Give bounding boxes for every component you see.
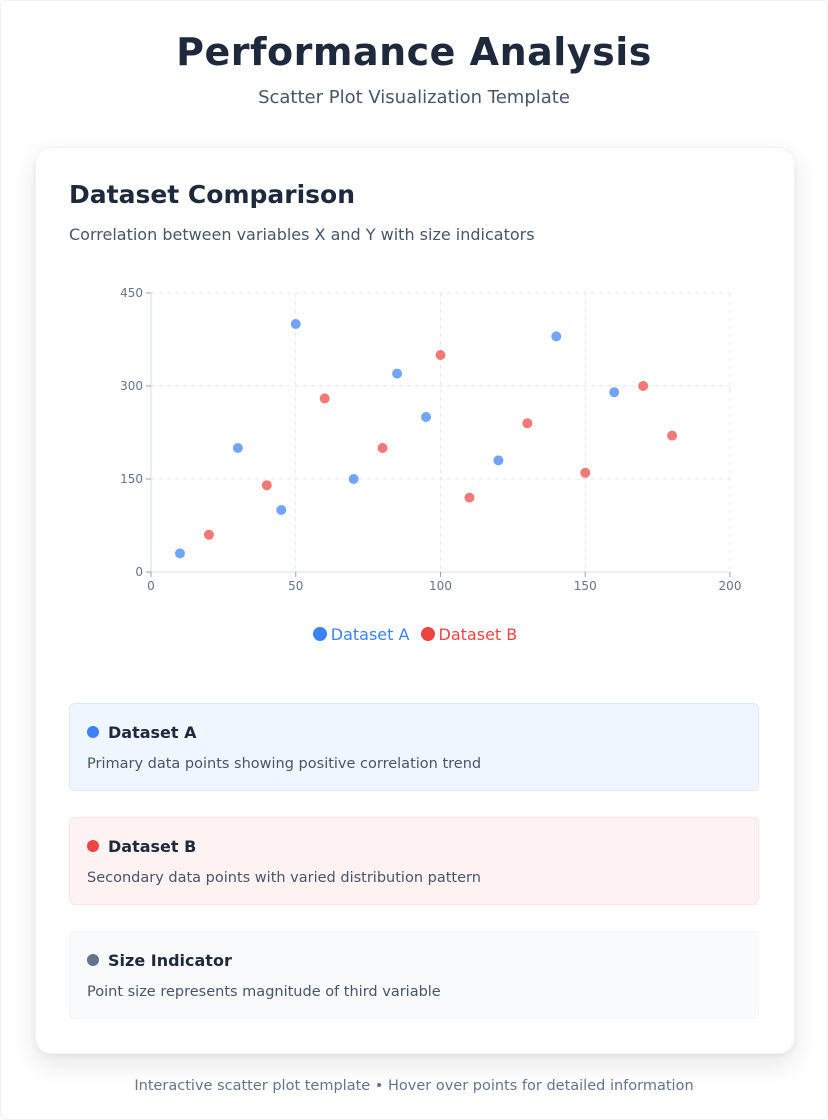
info-box-dataset-a: Dataset A Primary data points showing po… <box>69 703 759 791</box>
info-description-dataset-b: Secondary data points with varied distri… <box>87 870 481 886</box>
chart-card: Dataset Comparison Correlation between v… <box>35 147 795 1054</box>
card-title: Dataset Comparison <box>69 180 356 209</box>
data-point-dataset-b-8 <box>580 467 591 478</box>
info-description-dataset-a: Primary data points showing positive cor… <box>87 756 482 772</box>
size-indicator-dot-icon <box>87 954 99 966</box>
x-tick-label-150: 150 <box>574 579 597 593</box>
data-point-dataset-a-1 <box>174 548 185 559</box>
data-point-dataset-a-6 <box>392 368 403 379</box>
tick-labels: 0 150 300 450 0 50 100 150 200 <box>120 286 741 593</box>
chart-legend: Dataset A Dataset B <box>36 625 794 644</box>
scatter-chart: 0 150 300 450 0 50 100 150 200 <box>120 286 741 593</box>
data-point-dataset-b-3 <box>319 393 330 404</box>
info-title-dataset-b: Dataset B <box>108 837 197 856</box>
legend-dot-dataset-b <box>420 627 435 641</box>
page-subtitle: Scatter Plot Visualization Template <box>258 87 570 108</box>
x-tick-label-200: 200 <box>719 579 742 593</box>
info-title-size-indicator: Size Indicator <box>108 951 232 970</box>
info-heading-size-indicator: Size Indicator <box>87 951 232 970</box>
y-tick-label-0: 0 <box>135 565 143 579</box>
footer-note: Interactive scatter plot template • Hove… <box>134 1078 694 1094</box>
x-tick-label-50: 50 <box>288 579 303 593</box>
data-point-dataset-b-6 <box>464 492 475 503</box>
dataset-a-dot-icon <box>87 726 99 738</box>
data-point-dataset-a-5 <box>348 474 359 484</box>
info-description-size-indicator: Point size represents magnitude of third… <box>87 984 441 1000</box>
data-point-dataset-a-7 <box>421 412 432 422</box>
x-tick-label-0: 0 <box>147 579 155 593</box>
x-tick-label-100: 100 <box>429 579 452 593</box>
data-point-dataset-b-1 <box>203 529 214 540</box>
info-box-dataset-b: Dataset B Secondary data points with var… <box>69 817 759 905</box>
data-point-dataset-b-7 <box>522 418 533 429</box>
data-point-dataset-a-8 <box>493 455 504 466</box>
dataset-b-dot-icon <box>87 840 99 852</box>
y-tick-label-450: 450 <box>120 286 143 300</box>
legend-item-dataset-b[interactable]: Dataset B <box>420 625 518 644</box>
legend-item-dataset-a[interactable]: Dataset A <box>312 625 410 644</box>
data-point-dataset-b-2 <box>261 480 272 491</box>
page-title: Performance Analysis <box>176 30 652 74</box>
legend-label-dataset-b: Dataset B <box>438 625 518 644</box>
data-point-dataset-a-9 <box>551 331 562 342</box>
info-heading-dataset-a: Dataset A <box>87 723 197 742</box>
data-point-dataset-b-5 <box>435 350 446 360</box>
data-point-dataset-a-10 <box>609 387 620 398</box>
data-point-dataset-a-3 <box>276 505 287 515</box>
y-tick-label-300: 300 <box>120 379 143 393</box>
legend-label-dataset-a: Dataset A <box>330 625 410 644</box>
y-tick-label-150: 150 <box>120 472 143 486</box>
info-box-size-indicator: Size Indicator Point size represents mag… <box>69 931 759 1019</box>
legend-dot-dataset-a <box>312 627 327 641</box>
data-point-dataset-a-2 <box>232 443 243 453</box>
data-point-dataset-b-4 <box>377 443 388 453</box>
data-points <box>174 319 678 559</box>
data-point-dataset-b-10 <box>667 430 678 441</box>
info-title-dataset-a: Dataset A <box>108 723 197 742</box>
data-point-dataset-a-4 <box>290 319 301 329</box>
grid-lines <box>151 292 731 572</box>
info-heading-dataset-b: Dataset B <box>87 837 196 856</box>
data-point-dataset-b-9 <box>638 381 649 391</box>
axes <box>146 292 731 577</box>
card-subtitle: Correlation between variables X and Y wi… <box>69 225 535 244</box>
